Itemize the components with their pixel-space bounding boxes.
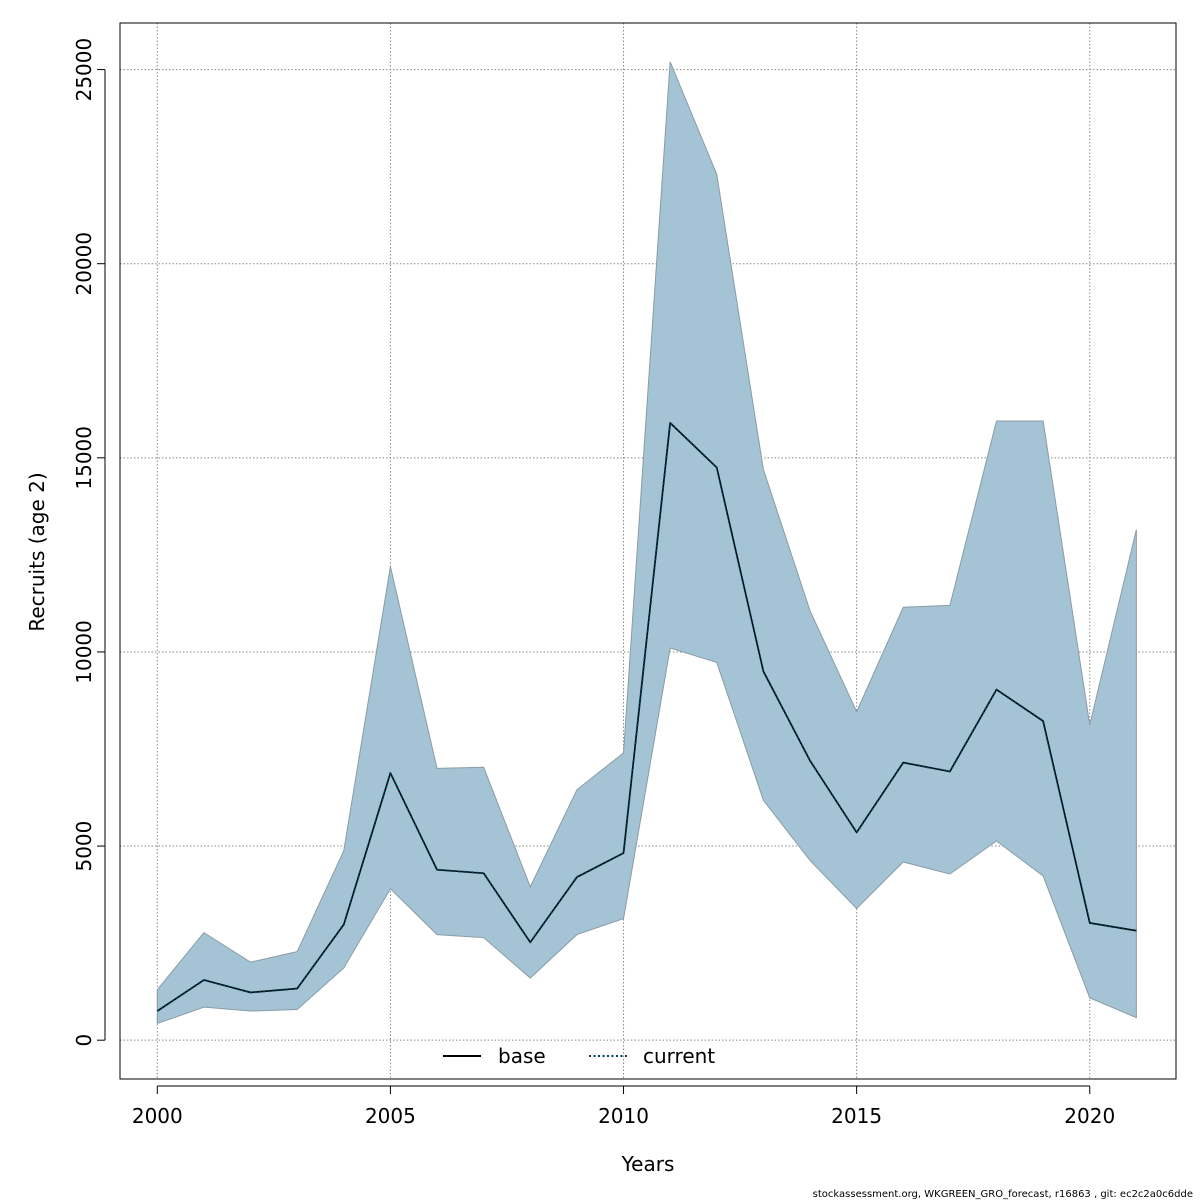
- x-tick-label-2015: 2015: [831, 1104, 882, 1128]
- legend: base current: [443, 1044, 715, 1068]
- legend-label-base: base: [498, 1044, 546, 1068]
- x-tick-label-2010: 2010: [598, 1104, 649, 1128]
- x-tick-label-2020: 2020: [1064, 1104, 1115, 1128]
- y-axis-title: Recruits (age 2): [25, 472, 49, 631]
- legend-label-current: current: [643, 1044, 715, 1068]
- y-tick-label-10000: 10000: [72, 620, 96, 684]
- x-tick-label-2005: 2005: [365, 1104, 416, 1128]
- y-axis: 0 5000 10000 15000 20000 25000: [72, 38, 106, 1047]
- y-tick-label-0: 0: [72, 1034, 96, 1047]
- footer-attribution: stockassessment.org, WKGREEN_GRO_forecas…: [813, 1189, 1193, 1200]
- series-line-current: [156, 421, 1137, 1012]
- x-axis: 2000 2005 2010 2015 2020: [132, 1085, 1115, 1128]
- y-tick-label-5000: 5000: [72, 821, 96, 872]
- y-tick-label-25000: 25000: [72, 38, 96, 102]
- y-tick-label-15000: 15000: [72, 426, 96, 490]
- y-tick-label-20000: 20000: [72, 232, 96, 296]
- x-axis-title: Years: [621, 1152, 675, 1176]
- plot-frame: [119, 22, 1177, 1080]
- confidence-band: [156, 61, 1137, 1025]
- series-lines: [156, 421, 1137, 1012]
- x-tick-label-2000: 2000: [132, 1104, 183, 1128]
